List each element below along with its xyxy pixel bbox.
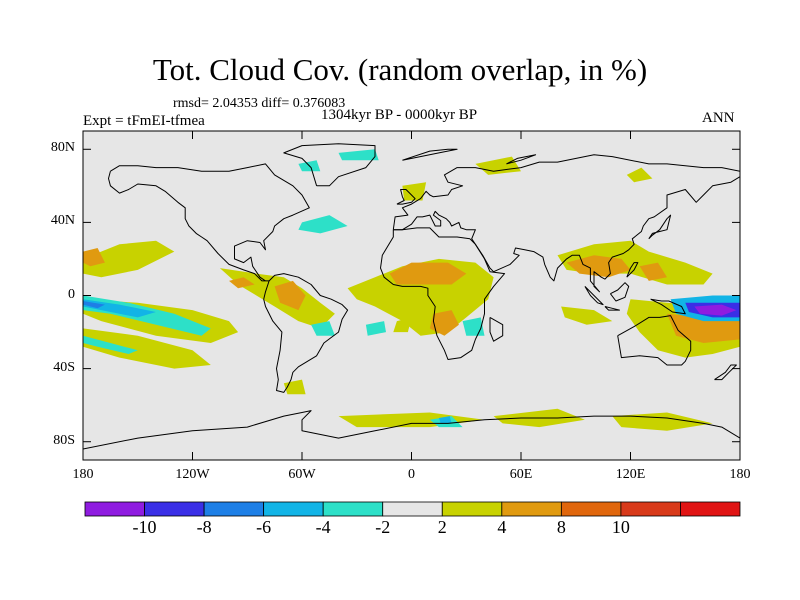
experiment-label: Expt = tFmEI-tfmea [83, 113, 205, 129]
colorbar-label-0: -10 [132, 517, 157, 537]
coastline-15 [626, 262, 639, 278]
coastline-16 [402, 148, 458, 161]
coastline-10 [604, 306, 620, 311]
coastline-8 [648, 214, 672, 240]
x-tick-label-0: 180 [72, 467, 94, 482]
coastline-layer [83, 143, 740, 450]
coastline-5 [396, 189, 416, 205]
anomaly-patch-27 [83, 335, 138, 354]
anomaly-patch-30 [365, 321, 386, 336]
anomaly-patch-23 [612, 412, 713, 431]
anomaly-patch-5 [274, 280, 306, 311]
coastline-0 [108, 163, 310, 282]
anomaly-patch-16 [639, 262, 667, 281]
colorbar-swatch-2 [203, 501, 265, 517]
x-tick-label-2: 60W [288, 467, 316, 482]
x-tick-label-6: 180 [729, 467, 751, 482]
colorbar-label-2: -6 [256, 517, 272, 537]
colorbar-label-1: -8 [196, 517, 212, 537]
colorbar-label-4: -2 [375, 517, 391, 537]
coastline-13 [714, 364, 737, 381]
colorbar [84, 501, 741, 517]
anomaly-patch-10 [393, 317, 412, 333]
colorbar-label-3: -4 [315, 517, 331, 537]
coastline-14 [83, 410, 740, 450]
x-tick-label-5: 120E [615, 467, 646, 482]
coastline-7 [617, 315, 692, 366]
anomaly-patch-3 [83, 248, 105, 267]
colorbar-label-8: 10 [611, 517, 630, 537]
anomaly-layer [83, 149, 740, 431]
y-tick-label-1: 40N [50, 213, 75, 229]
y-tick-label-4: 80S [53, 432, 75, 448]
colorbar-label-7: 8 [556, 517, 566, 537]
anomaly-patch-8 [389, 262, 467, 285]
anomaly-patch-38 [338, 149, 379, 161]
colorbar-swatch-4 [322, 501, 384, 517]
y-tick-label-2: 0 [68, 286, 75, 302]
colorbar-swatch-1 [144, 501, 205, 517]
anomaly-patch-19 [561, 306, 613, 325]
x-tick-label-1: 120W [175, 467, 210, 482]
colorbar-label-6: 4 [497, 517, 507, 537]
colorbar-swatch-0 [84, 501, 145, 517]
stats-text: rmsd= 2.04353 diff= 0.376083 [173, 96, 346, 111]
anomaly-patch-29 [311, 321, 335, 336]
colorbar-swatch-10 [680, 501, 741, 517]
colorbar-swatch-6 [441, 501, 503, 517]
coastline-1 [263, 273, 349, 393]
anomaly-patch-35 [694, 304, 737, 316]
anomaly-patch-1 [83, 328, 211, 369]
coastline-11 [610, 282, 630, 302]
anomaly-patch-13 [626, 167, 653, 183]
colorbar-swatch-5 [382, 501, 443, 517]
season-label: ANN [702, 110, 735, 126]
anomaly-patch-2 [83, 240, 175, 278]
coastline-9 [584, 286, 604, 306]
colorbar-swatch-3 [263, 501, 324, 517]
colorbar-swatch-8 [560, 501, 622, 517]
anomaly-patch-25 [83, 299, 156, 318]
chart-title: Tot. Cloud Cov. (random overlap, in %) [152, 52, 648, 87]
period-text: 1304kyr BP - 0000kyr BP [321, 107, 478, 123]
anomaly-patch-9 [429, 310, 459, 336]
colorbar-swatch-9 [620, 501, 681, 517]
anomaly-patch-28 [298, 215, 348, 234]
anomaly-patch-15 [566, 255, 631, 278]
y-tick-label-0: 80N [50, 140, 75, 156]
colorbar-label-5: 2 [437, 517, 447, 537]
colorbar-swatch-7 [501, 501, 562, 517]
x-tick-label-3: 0 [408, 467, 415, 482]
coastline-17 [506, 154, 537, 165]
y-tick-label-3: 40S [53, 359, 75, 375]
anomaly-patch-37 [438, 416, 452, 424]
coastline-6 [489, 316, 504, 342]
anomaly-patch-26 [83, 301, 105, 309]
coastline-3 [380, 227, 506, 360]
anomaly-patch-6 [229, 277, 255, 289]
coastline-2 [283, 143, 376, 187]
coastline-4 [392, 154, 740, 293]
x-tick-label-4: 60E [509, 467, 533, 482]
anomaly-patch-11 [402, 182, 427, 201]
tick-marks [82, 131, 741, 460]
coastline-12 [650, 298, 686, 315]
